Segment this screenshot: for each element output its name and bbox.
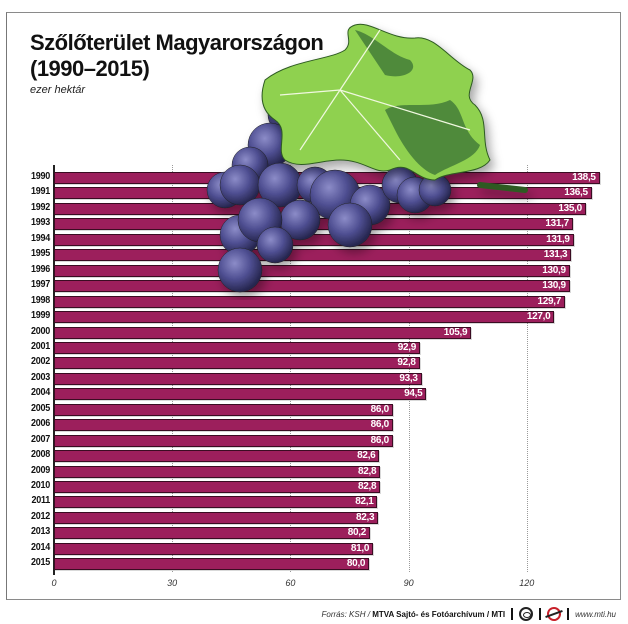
x-tick-label: 120: [519, 578, 535, 588]
bar-value-label: 82,8: [357, 465, 377, 477]
year-label: 1993: [31, 217, 50, 229]
bar-value-label: 130,9: [542, 280, 566, 292]
bar-value-label: 86,0: [370, 419, 390, 431]
year-label: 2012: [31, 510, 50, 522]
x-tick-label: 90: [403, 578, 414, 588]
bar-value-label: 92,8: [397, 357, 416, 369]
year-label: 1997: [31, 279, 50, 291]
bar-value-label: 82,6: [357, 450, 376, 462]
bar: 86,0: [54, 419, 393, 432]
bar-value-label: 82,3: [355, 511, 375, 523]
year-label: 1990: [31, 171, 50, 182]
bar: 93,3: [54, 372, 422, 385]
x-tick-label: 60: [285, 578, 296, 588]
mti-logo-icon: [545, 605, 564, 623]
bar: 80,2: [54, 527, 370, 540]
x-tick-label: 0: [51, 578, 57, 588]
bar-value-label: 136,5: [564, 187, 588, 199]
mtva-logo-icon: [519, 607, 534, 621]
year-label: 2004: [31, 387, 50, 399]
footer: Forrás: KSH / MTVA Sajtó- és Fotóarchívu…: [321, 605, 616, 623]
year-label: 2010: [31, 480, 50, 491]
bar: 92,9: [54, 341, 421, 354]
year-label: 1996: [31, 263, 50, 275]
bar-value-label: 138,5: [572, 172, 596, 183]
bar-value-label: 94,5: [404, 388, 423, 400]
bar-value-label: 130,9: [542, 264, 566, 276]
bar-value-label: 92,9: [397, 341, 417, 353]
year-label: 1994: [31, 232, 50, 244]
bar: 135,0: [54, 202, 586, 215]
year-label: 2005: [31, 402, 50, 414]
website-link[interactable]: www.mti.hu: [575, 609, 616, 619]
year-label: 1999: [31, 310, 50, 322]
source-label: Forrás: KSH / MTVA Sajtó- és Fotóarchívu…: [321, 609, 506, 619]
bar: 138,5: [54, 172, 600, 184]
title-line-2: (1990–2015): [30, 56, 150, 81]
bar-value-label: 86,0: [370, 403, 390, 415]
separator: [539, 608, 542, 620]
bar-value-label: 93,3: [399, 372, 418, 384]
bar: 82,1: [54, 496, 378, 509]
bar-value-label: 80,0: [346, 558, 366, 570]
bar-value-label: 131,3: [543, 249, 568, 261]
year-label: 2011: [31, 495, 51, 507]
bar: 82,8: [54, 465, 381, 478]
bar: 94,5: [54, 388, 427, 401]
bar: 129,7: [54, 295, 566, 308]
chart-frame: [6, 12, 621, 600]
year-label: 2000: [31, 325, 50, 337]
year-label: 1998: [31, 294, 50, 306]
bar: 82,3: [54, 511, 379, 524]
bar: 131,3: [54, 249, 572, 262]
bar: 86,0: [54, 403, 393, 416]
year-label: 2014: [31, 541, 50, 553]
bar-value-label: 82,1: [355, 496, 374, 508]
bar-value-label: 105,9: [443, 326, 468, 338]
separator: [567, 608, 570, 620]
gridline: [526, 165, 528, 572]
bar-value-label: 80,2: [347, 527, 367, 539]
bar: 86,0: [54, 434, 393, 447]
bar-value-label: 131,9: [546, 233, 570, 245]
unit-label: ezer hektár: [30, 84, 86, 96]
year-label: 2015: [31, 557, 50, 569]
year-label: 2009: [31, 464, 50, 476]
bar-value-label: 129,7: [537, 295, 562, 307]
year-label: 2001: [31, 340, 50, 352]
year-label: 1992: [31, 201, 50, 213]
bar: 81,0: [54, 542, 374, 555]
bar: 92,8: [54, 357, 420, 370]
y-axis-line: [53, 165, 55, 575]
x-tick-label: 30: [167, 578, 178, 588]
bar: 130,9: [54, 264, 570, 277]
bar: 105,9: [54, 326, 472, 339]
bar: 136,5: [54, 187, 592, 200]
bar: 127,0: [54, 311, 555, 324]
year-label: 1995: [31, 248, 50, 260]
separator: [511, 608, 514, 620]
bar-value-label: 131,7: [545, 218, 569, 230]
bar: 131,9: [54, 233, 574, 246]
bar: 82,8: [54, 481, 381, 493]
year-label: 2002: [31, 356, 50, 368]
bar-value-label: 135,0: [558, 202, 582, 214]
bar-value-label: 81,0: [350, 542, 370, 554]
bar: 130,9: [54, 280, 570, 293]
bar-value-label: 86,0: [370, 434, 390, 446]
bar-value-label: 127,0: [526, 311, 551, 323]
year-label: 1991: [31, 186, 50, 198]
bar: 80,0: [54, 558, 370, 571]
year-label: 2007: [31, 433, 50, 445]
year-label: 2006: [31, 418, 50, 430]
bar: 82,6: [54, 450, 380, 463]
year-label: 2008: [31, 449, 50, 461]
bar-value-label: 82,8: [357, 481, 377, 492]
year-label: 2003: [31, 371, 50, 383]
bar: 131,7: [54, 218, 573, 231]
year-label: 2013: [31, 526, 50, 538]
